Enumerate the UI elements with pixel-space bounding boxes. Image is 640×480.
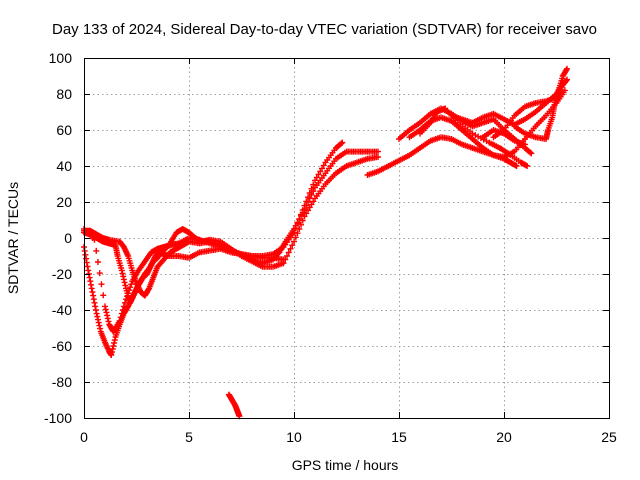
data-point xyxy=(296,226,303,232)
data-point xyxy=(291,238,297,245)
data-point xyxy=(564,65,570,72)
data-point xyxy=(284,253,290,259)
data-point xyxy=(109,346,116,352)
x-tick-label: 10 xyxy=(286,429,302,445)
data-point xyxy=(95,259,101,265)
data-point xyxy=(93,247,100,254)
data-point xyxy=(527,149,534,156)
y-tick-label: 20 xyxy=(56,194,72,210)
x-tick-label: 5 xyxy=(185,429,193,445)
data-point xyxy=(561,87,568,94)
data-point xyxy=(120,303,127,310)
data-point xyxy=(95,319,102,326)
data-points xyxy=(81,65,570,420)
data-point xyxy=(121,299,128,306)
data-point xyxy=(280,256,287,263)
data-point xyxy=(306,190,313,196)
data-point xyxy=(338,140,345,147)
data-point xyxy=(118,310,125,317)
data-series-6 xyxy=(364,87,568,178)
data-point xyxy=(294,220,301,227)
y-tick-label: 80 xyxy=(56,86,72,102)
data-point xyxy=(285,249,292,256)
data-point xyxy=(126,287,133,294)
data-point xyxy=(287,245,294,252)
y-tick-label: -20 xyxy=(52,266,72,282)
data-point xyxy=(292,225,299,232)
data-point xyxy=(375,154,381,160)
x-tick-label: 0 xyxy=(80,429,88,445)
data-point xyxy=(289,242,296,249)
data-point xyxy=(88,285,95,292)
data-series-13 xyxy=(480,127,528,148)
data-point xyxy=(120,273,127,280)
y-tick-label: -60 xyxy=(52,338,72,354)
data-point xyxy=(119,307,126,313)
data-point xyxy=(98,281,105,288)
x-tick-label: 15 xyxy=(391,429,407,445)
data-point xyxy=(524,163,531,169)
data-point xyxy=(100,292,107,299)
data-point xyxy=(86,274,93,281)
axis-ticks xyxy=(84,58,610,419)
data-point xyxy=(303,198,310,205)
data-point xyxy=(123,296,129,303)
data-series-3 xyxy=(81,139,346,335)
y-tick-label: 40 xyxy=(56,158,72,174)
data-point xyxy=(116,317,123,324)
x-tick-label: 25 xyxy=(601,429,617,445)
data-point xyxy=(339,139,346,146)
data-point xyxy=(127,284,134,291)
data-point xyxy=(125,290,132,297)
data-point xyxy=(301,202,308,209)
y-tick-label: 100 xyxy=(49,50,73,66)
data-point xyxy=(128,281,135,288)
data-point xyxy=(90,292,97,299)
data-point xyxy=(97,325,104,332)
data-point xyxy=(298,221,304,228)
data-point xyxy=(513,163,520,169)
tick-labels: 0 5 10 15 20 25 -100 -80 -60 -40 -20 0 20 40 60 80 100 xyxy=(44,50,617,445)
data-point xyxy=(291,229,297,236)
data-point xyxy=(299,207,306,214)
y-tick-label: -80 xyxy=(52,374,72,390)
data-point xyxy=(305,194,311,201)
data-series-9 xyxy=(417,105,531,169)
y-tick-label: 60 xyxy=(56,122,72,138)
data-point xyxy=(298,211,304,218)
data-point xyxy=(528,150,535,157)
x-axis-label: GPS time / hours xyxy=(292,457,399,473)
data-series-12 xyxy=(511,65,570,142)
y-axis-label: SDTVAR / TECUs xyxy=(5,182,21,294)
data-point xyxy=(564,76,570,83)
data-point xyxy=(104,312,111,319)
data-point xyxy=(117,314,124,321)
data-point xyxy=(310,181,317,188)
grid-lines xyxy=(84,58,609,418)
data-point xyxy=(91,236,98,243)
y-tick-label: -100 xyxy=(44,410,72,426)
y-tick-label: -40 xyxy=(52,302,72,318)
data-series-5 xyxy=(225,391,243,420)
data-point xyxy=(299,217,306,224)
data-point xyxy=(522,141,528,148)
data-point xyxy=(124,293,131,300)
x-tick-label: 20 xyxy=(496,429,512,445)
chart-title: Day 133 of 2024, Sidereal Day-to-day VTE… xyxy=(52,21,597,38)
data-point xyxy=(85,267,92,274)
data-point xyxy=(121,279,128,286)
data-point xyxy=(375,148,381,155)
data-point xyxy=(296,216,303,223)
data-point xyxy=(93,310,100,317)
data-series-4 xyxy=(81,227,287,299)
y-tick-label: 0 xyxy=(64,230,72,246)
data-point xyxy=(96,270,103,277)
data-point xyxy=(92,303,99,310)
data-point xyxy=(292,234,299,241)
data-point xyxy=(102,306,109,313)
data-point xyxy=(111,340,118,346)
data-point xyxy=(308,185,315,192)
